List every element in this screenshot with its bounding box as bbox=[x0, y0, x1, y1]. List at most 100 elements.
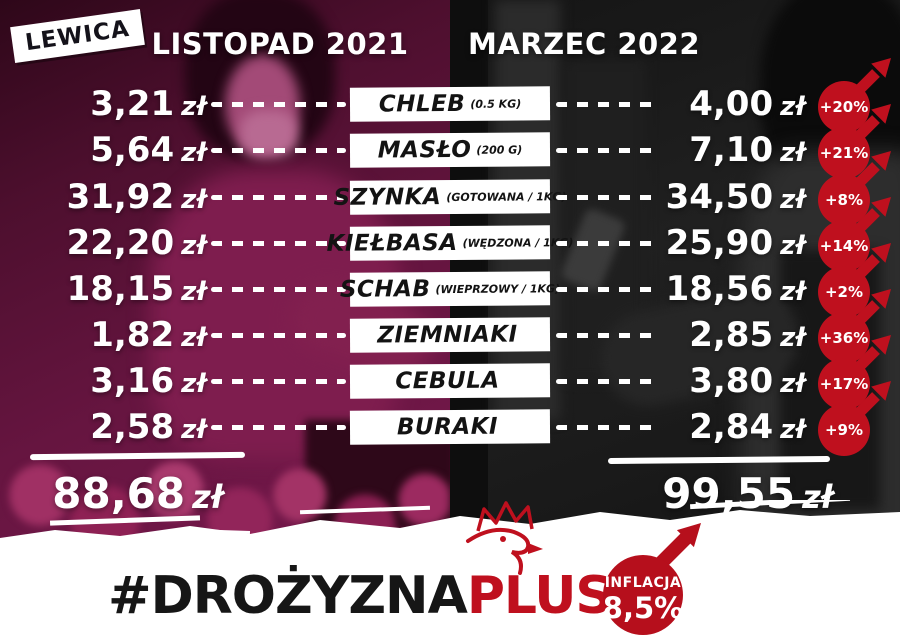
new-price: 34,50 zł bbox=[665, 177, 805, 217]
arrow-up-icon bbox=[818, 289, 891, 364]
old-price: 5,64 zł bbox=[90, 130, 206, 170]
currency-label: zł bbox=[192, 478, 223, 516]
product-unit: (WIEPRZOWY / 1KG) bbox=[435, 281, 561, 296]
percent-badge: +8% bbox=[812, 148, 896, 232]
dashed-connector bbox=[556, 241, 656, 246]
price-row: 22,20 zł KIEŁBASA (WĘDZONA / 1KG) 25,90 zł … bbox=[0, 197, 900, 272]
percent-badge: +2% bbox=[812, 240, 896, 324]
currency-label: zł bbox=[780, 185, 805, 215]
product-label-box: ZIEMNIAKI bbox=[349, 317, 551, 353]
new-price: 3,80 zł bbox=[689, 361, 805, 401]
currency-label: zł bbox=[181, 92, 206, 122]
currency-label: zł bbox=[181, 231, 206, 261]
dashed-connector bbox=[556, 195, 656, 200]
new-price: 7,10 zł bbox=[689, 130, 805, 170]
percent-value: +14% bbox=[819, 237, 869, 255]
product-label-box: SZYNKA (GOTOWANA / 1KG) bbox=[333, 179, 567, 215]
old-price: 3,21 zł bbox=[90, 84, 206, 124]
arrow-up-icon bbox=[818, 243, 891, 318]
arrow-up-icon bbox=[818, 381, 891, 456]
currency-label: zł bbox=[181, 323, 206, 353]
percent-badge: +14% bbox=[812, 194, 896, 278]
product-name: KIEŁBASA bbox=[326, 229, 458, 257]
arrow-up-icon bbox=[603, 523, 701, 635]
percent-value: +8% bbox=[824, 191, 864, 209]
product-name: BURAKI bbox=[396, 413, 499, 441]
dashed-connector bbox=[211, 287, 346, 292]
currency-label: zł bbox=[780, 323, 805, 353]
eagle-icon bbox=[466, 501, 543, 575]
total-new: 99,55 zł bbox=[662, 469, 833, 518]
dashed-connector bbox=[556, 379, 656, 384]
product-label-box: BURAKI bbox=[349, 409, 551, 445]
old-price: 31,92 zł bbox=[66, 177, 206, 217]
new-price: 4,00 zł bbox=[689, 84, 805, 124]
new-price: 18,56 zł bbox=[665, 269, 805, 309]
percent-value: +9% bbox=[824, 421, 864, 439]
dashed-connector bbox=[211, 241, 346, 246]
currency-label: zł bbox=[780, 92, 805, 122]
inflation-badge: INFLACJA 8,5% bbox=[565, 515, 725, 635]
percent-badge: +17% bbox=[812, 332, 896, 416]
hashtag-black-part: #DROŻYZNA bbox=[108, 566, 468, 626]
price-row: 31,92 zł SZYNKA (GOTOWANA / 1KG) 34,50 zł +… bbox=[0, 151, 900, 226]
currency-label: zł bbox=[181, 185, 206, 215]
arrow-up-icon bbox=[818, 151, 891, 226]
currency-label: zł bbox=[780, 415, 805, 445]
product-label-box: KIEŁBASA (WĘDZONA / 1KG) bbox=[327, 225, 573, 261]
total-old: 88,68 zł bbox=[52, 469, 223, 518]
currency-label: zł bbox=[780, 138, 805, 168]
product-unit: (GOTOWANA / 1KG) bbox=[446, 189, 567, 204]
hashtag-title: #DROŻYZNAPLUS bbox=[108, 564, 613, 628]
hashtag-red-part: PLUS bbox=[466, 566, 613, 626]
new-price: 25,90 zł bbox=[665, 223, 805, 263]
arrow-up-icon bbox=[818, 335, 891, 410]
old-price: 18,15 zł bbox=[66, 269, 206, 309]
percent-badge: +21% bbox=[812, 101, 896, 185]
product-label-box: MASŁO (200 G) bbox=[349, 132, 551, 168]
dashed-connector bbox=[211, 102, 346, 107]
dashed-connector bbox=[211, 333, 346, 338]
column-header-listopad: LISTOPAD 2021 bbox=[151, 27, 409, 61]
price-row: 18,15 zł SCHAB (WIEPRZOWY / 1KG) 18,56 zł +… bbox=[0, 243, 900, 318]
percent-value: +2% bbox=[824, 283, 864, 301]
dashed-connector bbox=[556, 287, 656, 292]
dashed-connector bbox=[556, 425, 656, 430]
percent-value: +20% bbox=[819, 98, 869, 116]
price-row: 3,21 zł CHLEB (0.5 KG) 4,00 zł +20% bbox=[0, 58, 900, 133]
percent-value: +21% bbox=[819, 144, 869, 162]
currency-label: zł bbox=[780, 231, 805, 261]
product-name: ZIEMNIAKI bbox=[377, 321, 518, 349]
product-name: CHLEB bbox=[378, 90, 466, 118]
dashed-connector bbox=[556, 148, 656, 153]
currency-label: zł bbox=[181, 138, 206, 168]
currency-label: zł bbox=[802, 478, 833, 516]
price-row: 5,64 zł MASŁO (200 G) 7,10 zł +21% bbox=[0, 104, 900, 179]
product-label-box: SCHAB (WIEPRZOWY / 1KG) bbox=[340, 271, 560, 307]
currency-label: zł bbox=[181, 369, 206, 399]
old-price: 22,20 zł bbox=[66, 223, 206, 263]
product-name: MASŁO bbox=[377, 136, 472, 164]
currency-label: zł bbox=[181, 277, 206, 307]
new-price: 2,85 zł bbox=[689, 315, 805, 355]
product-label-box: CEBULA bbox=[349, 363, 551, 399]
percent-value: +36% bbox=[819, 329, 869, 347]
currency-label: zł bbox=[780, 369, 805, 399]
new-price: 2,84 zł bbox=[689, 407, 805, 447]
product-unit: (0.5 KG) bbox=[470, 97, 522, 111]
percent-value: +17% bbox=[819, 375, 869, 393]
product-unit: (200 G) bbox=[476, 142, 523, 157]
dashed-connector bbox=[556, 102, 656, 107]
old-price: 1,82 zł bbox=[90, 315, 206, 355]
arrow-up-icon bbox=[818, 58, 891, 133]
arrow-up-icon bbox=[818, 197, 891, 272]
percent-badge: +9% bbox=[812, 378, 896, 462]
inflation-value: 8,5% bbox=[602, 591, 684, 625]
price-row: 3,16 zł CEBULA 3,80 zł +17% bbox=[0, 335, 900, 410]
product-name: SCHAB bbox=[339, 276, 431, 303]
inflation-label: INFLACJA bbox=[604, 575, 682, 591]
product-label-box: CHLEB (0.5 KG) bbox=[349, 86, 551, 122]
dashed-connector bbox=[556, 333, 656, 338]
arrow-up-icon bbox=[818, 104, 891, 179]
